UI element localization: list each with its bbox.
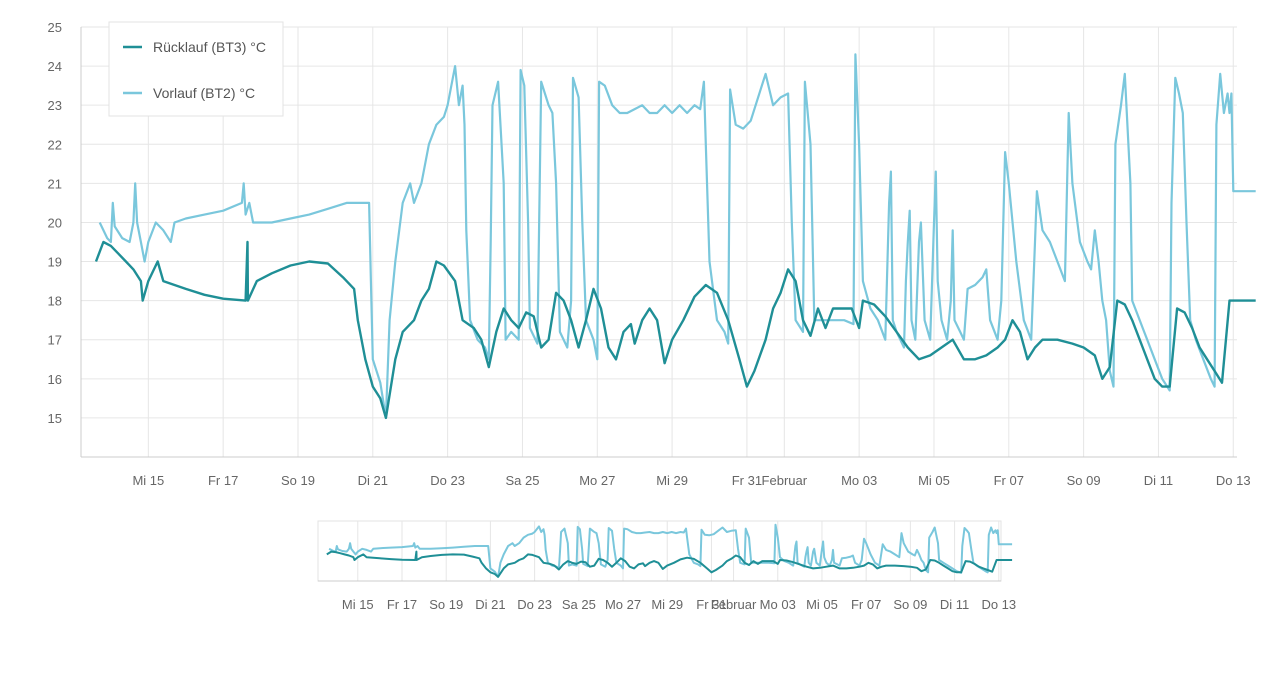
navigator-x-tick-label: Di 11: [940, 597, 969, 612]
y-tick-label: 15: [48, 411, 62, 426]
navigator-x-tick-label: Mi 05: [806, 597, 838, 612]
navigator-x-tick-label: Fr 31: [696, 597, 726, 612]
y-tick-label: 20: [48, 215, 62, 230]
y-tick-label: 18: [48, 294, 62, 309]
navigator-overview[interactable]: Mi 15 Fr 17 So 19 Di 21 Do 23 Sa 25 Mo 27 Mi 29…: [317, 520, 1016, 612]
x-tick-label: So 09: [1067, 473, 1101, 488]
navigator-x-tick-label: Mo 27: [605, 597, 641, 612]
navigator-x-tick-label: So 09: [893, 597, 927, 612]
x-tick-label: Di 11: [1144, 473, 1173, 488]
navigator-x-tick-label: Mi 29: [651, 597, 683, 612]
y-tick-label: 19: [48, 255, 62, 270]
navigator-x-tick-label: Fr 17: [387, 597, 417, 612]
legend: Rücklauf (BT3) °C Vorlauf (BT2) °C: [108, 21, 284, 117]
x-tick-label: Mo 27: [579, 473, 615, 488]
x-tick-label: Mi 15: [132, 473, 164, 488]
legend-label-ruecklauf: Rücklauf (BT3) °C: [153, 39, 266, 55]
main-plot-series: [94, 53, 1256, 420]
x-tick-label: Fr 07: [994, 473, 1024, 488]
x-tick-label: Mi 05: [918, 473, 950, 488]
x-tick-label: Mo 03: [841, 473, 877, 488]
x-tick-label: Mi 29: [656, 473, 688, 488]
navigator-x-tick-label: Mo 03: [760, 597, 796, 612]
x-tick-label: Sa 25: [505, 473, 539, 488]
x-tick-label: Do 23: [430, 473, 465, 488]
main-plot-axis: [80, 27, 1237, 458]
main-y-tick-labels: 15 16 17 18 19 20 21 22 23 24 25: [48, 20, 62, 426]
navigator-frame[interactable]: [317, 520, 1002, 582]
navigator-series-ruecklauf: [326, 550, 1013, 578]
y-tick-label: 25: [48, 20, 62, 35]
x-tick-label: Februar: [762, 473, 808, 488]
navigator-x-tick-label: Fr 07: [851, 597, 881, 612]
navigator-x-tick-label: Sa 25: [562, 597, 596, 612]
legend-label-vorlauf: Vorlauf (BT2) °C: [153, 85, 255, 101]
x-tick-label: So 19: [281, 473, 315, 488]
y-tick-label: 24: [48, 59, 62, 74]
y-tick-label: 17: [48, 333, 62, 348]
navigator-x-tick-label: Mi 15: [342, 597, 374, 612]
navigator-series: [326, 523, 1013, 578]
navigator-x-tick-label: Di 21: [475, 597, 505, 612]
y-tick-label: 23: [48, 98, 62, 113]
x-tick-label: Do 13: [1216, 473, 1251, 488]
y-tick-label: 21: [48, 176, 62, 191]
x-tick-label: Fr 31: [732, 473, 762, 488]
navigator-x-tick-labels: Mi 15 Fr 17 So 19 Di 21 Do 23 Sa 25 Mo 27 Mi 29…: [342, 597, 1016, 612]
y-tick-label: 22: [48, 137, 62, 152]
navigator-x-tick-label: Februar: [711, 597, 757, 612]
series-line-ruecklauf: [94, 240, 1256, 420]
navigator-x-tick-label: So 19: [429, 597, 463, 612]
x-tick-label: Di 21: [358, 473, 388, 488]
navigator-x-tick-label: Do 13: [981, 597, 1016, 612]
x-tick-label: Fr 17: [208, 473, 238, 488]
legend-box: [108, 21, 284, 117]
main-x-tick-labels: Mi 15 Fr 17 So 19 Di 21 Do 23 Sa 25 Mo 27 Mi 29…: [132, 473, 1250, 488]
navigator-x-tick-label: Do 23: [517, 597, 552, 612]
y-tick-label: 16: [48, 372, 62, 387]
